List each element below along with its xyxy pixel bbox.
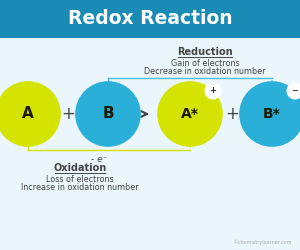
Text: Increase in oxidation number: Increase in oxidation number	[21, 182, 139, 192]
Text: Redox Reaction: Redox Reaction	[68, 10, 232, 29]
Text: +: +	[209, 86, 217, 96]
Text: + e⁻: + e⁻	[180, 86, 200, 94]
Text: Reduction: Reduction	[177, 47, 233, 57]
Text: −: −	[292, 86, 298, 96]
Text: A: A	[22, 106, 34, 122]
Circle shape	[287, 83, 300, 99]
Text: +: +	[61, 105, 75, 123]
Circle shape	[0, 82, 60, 146]
Bar	[0, 0, 300, 38]
Text: ©chemistrylearner.com: ©chemistrylearner.com	[234, 240, 292, 245]
Text: Loss of electrons: Loss of electrons	[46, 176, 114, 184]
Circle shape	[205, 83, 221, 99]
Text: B*: B*	[263, 107, 281, 121]
Circle shape	[76, 82, 140, 146]
Circle shape	[158, 82, 222, 146]
Text: B: B	[102, 106, 114, 122]
Text: +: +	[225, 105, 239, 123]
Text: - e⁻: - e⁻	[91, 154, 107, 164]
Text: Oxidation: Oxidation	[53, 163, 106, 173]
Circle shape	[240, 82, 300, 146]
Text: A*: A*	[181, 107, 199, 121]
Text: Decrease in oxidation number: Decrease in oxidation number	[144, 66, 266, 76]
Text: Gain of electrons: Gain of electrons	[171, 60, 239, 68]
